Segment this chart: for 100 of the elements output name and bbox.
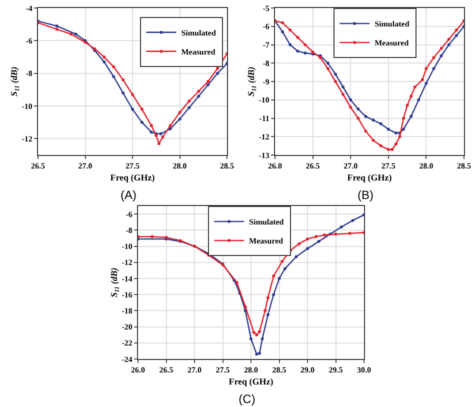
point xyxy=(298,242,301,246)
point xyxy=(410,114,413,118)
point xyxy=(150,235,154,238)
y-tick-label: -6 xyxy=(262,22,270,32)
point xyxy=(304,52,307,55)
y-tick-label: -9 xyxy=(262,77,270,86)
y-tick-label: -12 xyxy=(22,134,32,144)
point xyxy=(168,124,172,128)
y-tick-label: -18 xyxy=(122,306,132,316)
x-tick-label: 28.5 xyxy=(457,162,471,171)
point xyxy=(266,313,270,316)
point xyxy=(178,111,182,114)
point xyxy=(235,281,238,284)
y-tick-label: -10 xyxy=(258,96,270,105)
y-tick-label: -12 xyxy=(122,258,132,268)
point xyxy=(216,72,220,75)
x-tick-label: 27.0 xyxy=(344,162,358,171)
point xyxy=(102,56,106,58)
point xyxy=(258,330,261,334)
y-tick-label: -7 xyxy=(262,40,270,50)
point xyxy=(150,124,153,128)
x-tick-label: 29.5 xyxy=(328,366,343,375)
point xyxy=(281,21,284,24)
point xyxy=(402,116,406,120)
point xyxy=(386,128,390,131)
x-tick-label: 28.5 xyxy=(272,366,286,375)
point xyxy=(272,293,276,296)
point xyxy=(102,60,106,64)
y-tick-label: -11 xyxy=(259,114,270,124)
x-tick-label: 29.0 xyxy=(300,366,314,375)
point xyxy=(168,127,172,130)
point xyxy=(74,32,78,36)
point xyxy=(70,32,73,36)
y-tick-label: -8 xyxy=(26,69,32,78)
y-tick-label: -10 xyxy=(122,242,132,252)
point xyxy=(216,66,220,70)
y-tick-label: -6 xyxy=(26,36,32,46)
point xyxy=(447,43,450,46)
y-tick-label: -14 xyxy=(122,274,132,284)
point xyxy=(440,54,443,58)
x-tick-label: 28.5 xyxy=(220,162,234,171)
x-tick-label: 28.0 xyxy=(419,162,434,171)
point xyxy=(131,108,134,111)
x-tick-label: 27.0 xyxy=(78,162,92,171)
y-tick-label: -5 xyxy=(262,4,270,13)
y-tick-label: -6 xyxy=(126,210,132,219)
text: (A) xyxy=(120,188,138,203)
point xyxy=(244,305,247,308)
point xyxy=(432,56,436,60)
point xyxy=(296,50,300,53)
point xyxy=(349,98,352,102)
line-series xyxy=(138,231,364,336)
text: (C) xyxy=(238,392,256,407)
x-tick-label: 26.0 xyxy=(131,366,145,375)
point xyxy=(413,86,416,89)
point xyxy=(334,72,337,76)
point xyxy=(317,240,320,243)
point xyxy=(402,128,406,131)
point xyxy=(340,225,343,228)
point xyxy=(255,333,258,336)
point xyxy=(351,218,354,222)
point xyxy=(252,330,256,334)
point xyxy=(379,144,382,148)
point xyxy=(356,108,360,111)
point xyxy=(258,352,261,355)
point xyxy=(157,142,160,146)
point xyxy=(372,138,375,142)
point xyxy=(410,94,413,98)
point xyxy=(364,114,368,118)
y-tick-label: -12 xyxy=(258,132,270,142)
point xyxy=(454,28,458,32)
point xyxy=(122,91,125,94)
point xyxy=(326,67,330,70)
point xyxy=(342,92,345,96)
legend-label: Simulated xyxy=(249,218,284,227)
point xyxy=(294,255,298,258)
point xyxy=(55,28,58,31)
point xyxy=(447,38,450,41)
point xyxy=(454,34,458,38)
point xyxy=(398,135,402,138)
x-axis-title: Freq (GHz) xyxy=(228,376,274,386)
point xyxy=(131,93,134,96)
x-tick-label: 27.5 xyxy=(126,162,140,171)
point xyxy=(372,118,375,122)
point xyxy=(288,43,292,46)
point xyxy=(112,75,116,78)
point xyxy=(159,132,162,136)
y-tick-label: -4 xyxy=(26,4,32,13)
x-tick-label: 27.0 xyxy=(188,366,202,375)
point xyxy=(178,118,182,121)
y-tick-label: -13 xyxy=(258,150,270,160)
x-tick-label: 26.5 xyxy=(31,162,45,171)
point xyxy=(420,78,424,82)
point xyxy=(206,80,210,83)
x-tick-label: 30.0 xyxy=(357,366,371,375)
y-tick-label: -22 xyxy=(122,338,132,348)
point xyxy=(348,232,352,235)
point xyxy=(364,130,368,133)
x-tick-label: 28.0 xyxy=(172,162,187,171)
line-series xyxy=(138,213,364,356)
